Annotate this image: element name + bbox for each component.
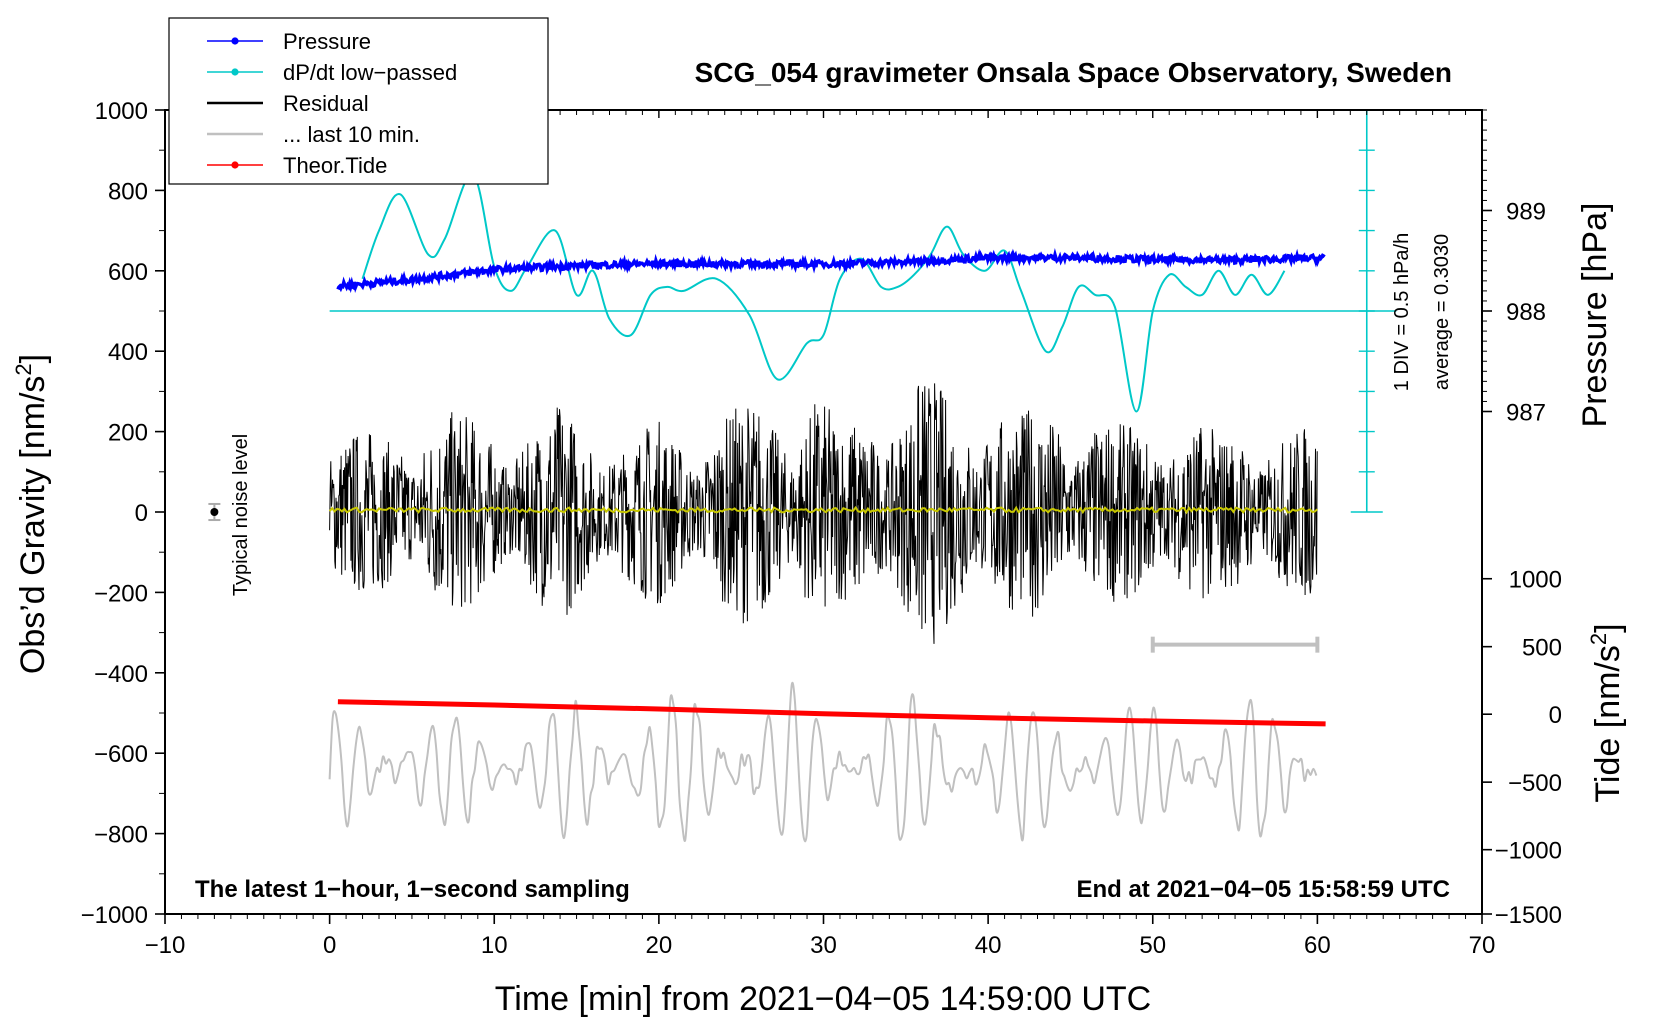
y-axis-left-label: Obs’d Gravity [nm/s2]: [11, 354, 52, 674]
legend-label: Theor.Tide: [283, 153, 387, 178]
y-axis-tide-label-end: ]: [1589, 623, 1627, 632]
tide-tick-label: 0: [1549, 702, 1562, 729]
tide-tick-label: 500: [1522, 635, 1562, 662]
legend-box: [168, 17, 549, 185]
y-axis-tide-label: Tide [nm/s2]: [1586, 623, 1627, 802]
decor-layer: [208, 109, 1383, 653]
legend-marker: [231, 68, 239, 76]
y-left-tick-label: −800: [94, 822, 148, 849]
end-time-annotation: End at 2021−04−05 15:58:59 UTC: [1076, 876, 1450, 903]
y-left-tick-label: 800: [108, 178, 148, 205]
div-scale-label: 1 DIV = 0.5 hPa/h: [1391, 233, 1413, 391]
legend-label: ... last 10 min.: [283, 122, 420, 147]
y-axis-tide-label-sup: 2: [1586, 633, 1611, 645]
legend-label: Residual: [283, 91, 369, 116]
legend-label: Pressure: [283, 29, 371, 54]
tide-tick-label: 1000: [1509, 567, 1562, 594]
x-tick-label: 50: [1139, 932, 1166, 959]
pressure-line: [336, 248, 1326, 294]
sampling-annotation: The latest 1−hour, 1−second sampling: [195, 876, 630, 903]
x-tick-label: 0: [323, 932, 336, 959]
x-tick-label: 10: [481, 932, 508, 959]
legend-rows: Pressure dP/dt low−passed Residual ... last…: [207, 29, 457, 178]
pressure-tick-label: 988: [1506, 299, 1546, 326]
y-axis-pressure-label: Pressure [hPa]: [1576, 203, 1614, 428]
x-tick-label: 60: [1304, 932, 1331, 959]
theor-tide-line: [337, 699, 1326, 727]
legend-marker: [231, 161, 239, 169]
tide-tick-label: −1500: [1495, 902, 1562, 929]
chart-title: SCG_054 gravimeter Onsala Space Observat…: [695, 57, 1452, 88]
x-tick-label: 30: [810, 932, 837, 959]
axes-layer: −10 0 10 20 30 40 50 60 70 1000 800 600 400 200 0 −200 −…: [81, 98, 1562, 959]
x-tick-label: 20: [646, 932, 673, 959]
y-axis-tide-label-main: Tide [nm/s: [1589, 645, 1627, 802]
y-left-tick-label: 0: [135, 500, 148, 527]
residual-smoothed-line: [328, 505, 1319, 515]
y-axis-left-label-sup: 2: [11, 363, 36, 375]
y-left-tick-label: 400: [108, 339, 148, 366]
x-tick-label: 70: [1469, 932, 1496, 959]
x-axis-label: Time [min] from 2021−04−05 14:59:00 UTC: [495, 980, 1151, 1018]
y-left-tick-label: 200: [108, 420, 148, 447]
y-left-tick-label: −400: [94, 661, 148, 688]
x-tick-label: −10: [145, 932, 186, 959]
tide-tick-label: −500: [1508, 770, 1562, 797]
y-left-tick-label: 600: [108, 259, 148, 286]
dpdt-line: [361, 173, 1286, 413]
noise-level-label: Typical noise level: [230, 434, 252, 596]
series-layer: [328, 173, 1397, 843]
y-left-tick-label: −1000: [81, 902, 148, 929]
y-left-tick-label: −600: [94, 741, 148, 768]
x-tick-label: 40: [975, 932, 1002, 959]
y-left-tick-label: −200: [94, 580, 148, 607]
legend-label: dP/dt low−passed: [283, 60, 457, 85]
y-left-tick-label: 1000: [95, 98, 148, 125]
y-axis-left-label-main: Obs’d Gravity [nm/s: [14, 376, 52, 675]
pressure-tick-label: 989: [1506, 199, 1546, 226]
pressure-tick-label: 987: [1506, 400, 1546, 427]
legend: Pressure dP/dt low−passed Residual ... last…: [168, 17, 549, 185]
legend-marker: [231, 37, 239, 45]
y-axis-left-label-end: ]: [14, 354, 52, 363]
last-10-min-line: [328, 681, 1318, 843]
average-label: average = 0.3030: [1431, 234, 1453, 390]
noise-bar-dot: [210, 508, 219, 516]
tide-tick-label: −1000: [1495, 838, 1562, 865]
